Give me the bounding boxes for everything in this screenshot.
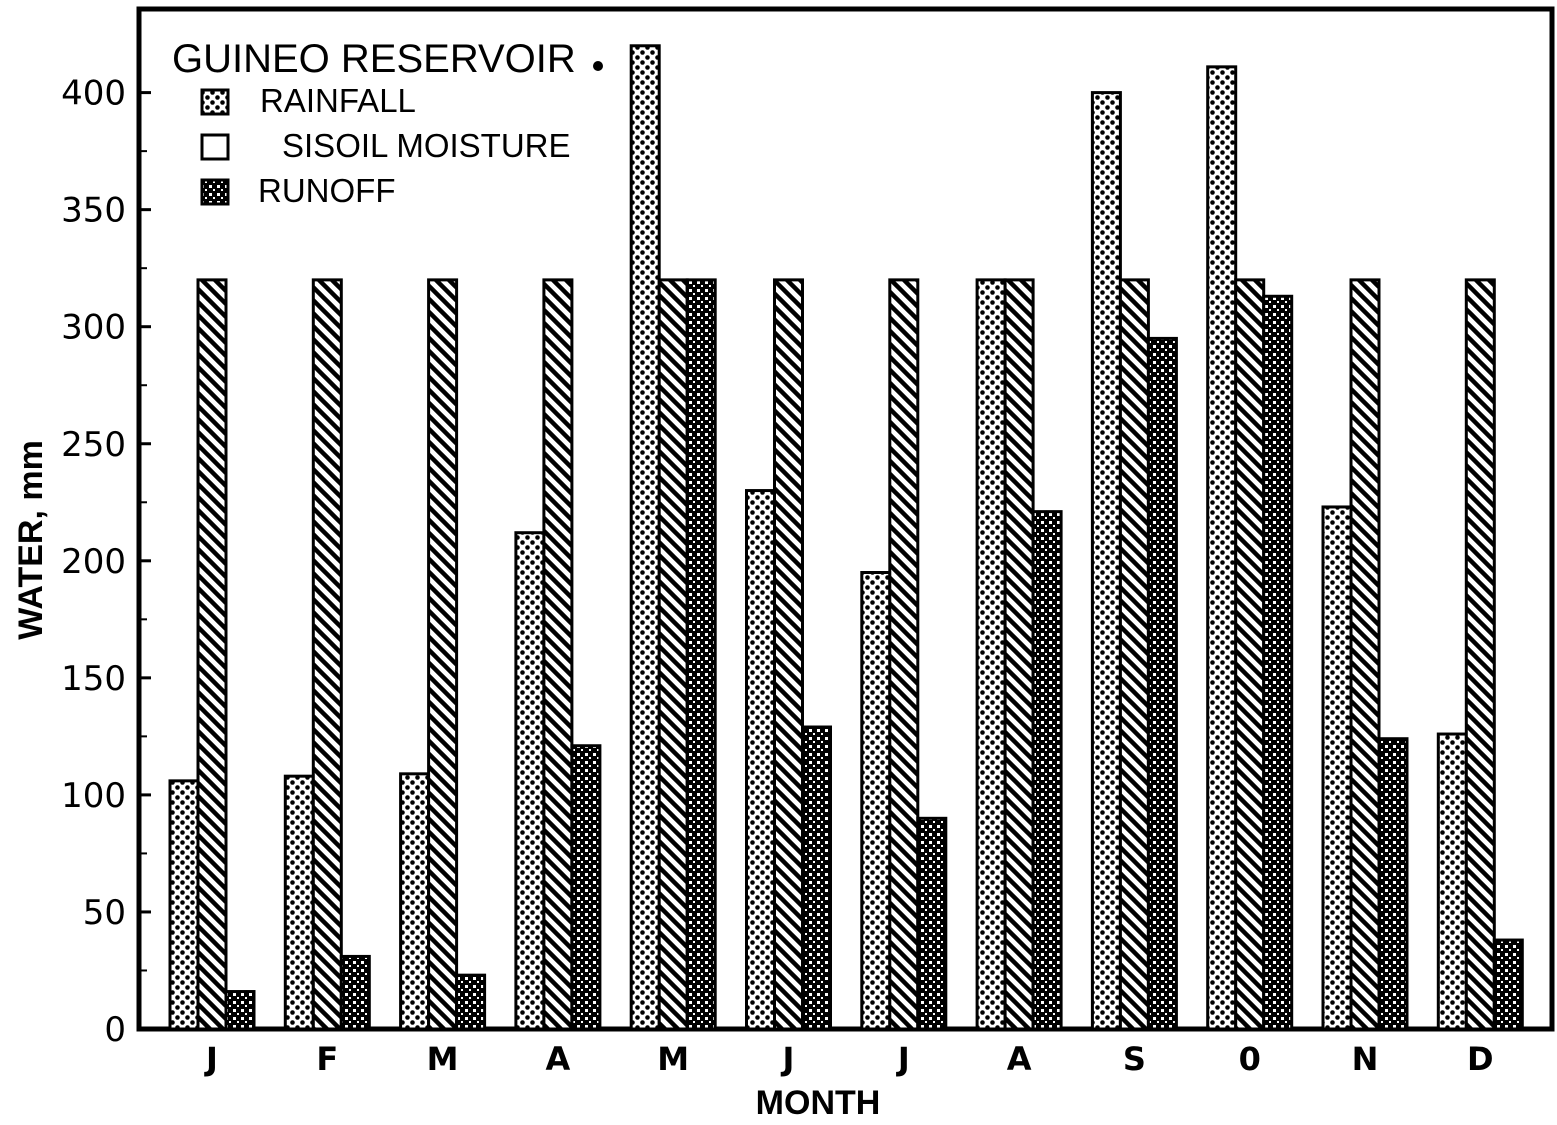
y-tick-label: 300 bbox=[61, 308, 126, 348]
x-tick-label: A bbox=[546, 1040, 571, 1078]
x-tick-label: F bbox=[316, 1040, 338, 1078]
bar-rainfall bbox=[860, 571, 892, 1031]
bar-soil-moisture bbox=[1118, 278, 1150, 1031]
legend-swatch-soil-moisture bbox=[200, 133, 230, 161]
y-tick-label: 200 bbox=[61, 542, 126, 582]
y-tick-label: 150 bbox=[61, 659, 126, 699]
x-axis-title: MONTH bbox=[756, 1084, 881, 1122]
legend-label-rainfall: RAINFALL bbox=[260, 82, 416, 119]
bar-runoff bbox=[455, 973, 487, 1031]
x-tick-label: M bbox=[657, 1040, 689, 1078]
bar-soil-moisture bbox=[196, 278, 228, 1031]
bar-soil-moisture bbox=[542, 278, 574, 1031]
bar-soil-moisture bbox=[888, 278, 920, 1031]
y-tick-label: 250 bbox=[61, 425, 126, 465]
legend-swatch-rainfall bbox=[200, 88, 230, 116]
plot-frame bbox=[136, 6, 1555, 1032]
bar-runoff bbox=[1262, 294, 1294, 1031]
chart-title: GUINEO RESERVOIR bbox=[172, 37, 576, 81]
bar-rainfall bbox=[283, 774, 315, 1031]
bar-runoff bbox=[685, 278, 717, 1031]
bar-runoff bbox=[1031, 510, 1063, 1031]
y-tick-label: 0 bbox=[104, 1010, 126, 1050]
bar-rainfall bbox=[1321, 505, 1353, 1031]
y-tick-label: 100 bbox=[61, 776, 126, 816]
bar-runoff bbox=[1146, 336, 1178, 1031]
bar-soil-moisture bbox=[1349, 278, 1381, 1031]
bar-runoff bbox=[570, 744, 602, 1031]
bar-rainfall bbox=[1206, 65, 1238, 1031]
y-tick-label: 400 bbox=[61, 74, 126, 114]
bar-runoff bbox=[1377, 737, 1409, 1031]
legend: RAINFALL SISOIL MOISTURE RUNOFF bbox=[200, 82, 571, 209]
bar-runoff bbox=[1492, 938, 1524, 1031]
bar-rainfall bbox=[1436, 732, 1468, 1031]
y-tick-label: 50 bbox=[83, 893, 126, 933]
bar-rainfall bbox=[975, 278, 1007, 1031]
bar-rainfall bbox=[514, 531, 546, 1031]
legend-label-soil-moisture: SISOIL MOISTURE bbox=[282, 127, 571, 164]
bar-rainfall bbox=[1090, 91, 1122, 1031]
x-tick-label: J bbox=[204, 1040, 218, 1078]
y-tick-label: 350 bbox=[61, 191, 126, 231]
y-axis: 0 50 100 150 200 250 300 350 400 bbox=[61, 74, 151, 1050]
x-tick-label: 0 bbox=[1239, 1040, 1261, 1078]
y-axis-title: WATER, mm bbox=[12, 440, 50, 640]
x-tick-label: S bbox=[1123, 1040, 1146, 1078]
bar-soil-moisture bbox=[427, 278, 459, 1031]
bar-runoff bbox=[224, 990, 256, 1031]
x-tick-label: A bbox=[1007, 1040, 1032, 1078]
x-tick-label: J bbox=[781, 1040, 795, 1078]
bar-runoff bbox=[801, 725, 832, 1031]
bar-rainfall bbox=[745, 489, 776, 1031]
legend-label-runoff: RUNOFF bbox=[258, 172, 395, 209]
bars bbox=[168, 44, 1524, 1031]
bar-rainfall bbox=[399, 772, 431, 1031]
legend-swatch-runoff bbox=[200, 178, 230, 206]
x-tick-label: N bbox=[1352, 1040, 1379, 1078]
bar-soil-moisture bbox=[1003, 278, 1035, 1031]
bar-rainfall bbox=[629, 44, 661, 1031]
bar-soil-moisture bbox=[657, 278, 689, 1031]
bar-soil-moisture bbox=[1464, 278, 1496, 1031]
x-tick-label: M bbox=[427, 1040, 459, 1078]
bar-soil-moisture bbox=[1234, 278, 1266, 1031]
bar-runoff bbox=[339, 954, 371, 1031]
bar-runoff bbox=[916, 816, 948, 1031]
title-bullet bbox=[593, 61, 603, 71]
bar-soil-moisture bbox=[773, 278, 804, 1031]
x-tick-label: D bbox=[1467, 1040, 1494, 1078]
x-axis: J F M A M J J A S 0 N D bbox=[204, 1040, 1494, 1078]
bar-soil-moisture bbox=[311, 278, 343, 1031]
bar-rainfall bbox=[168, 779, 200, 1031]
x-tick-label: J bbox=[896, 1040, 910, 1078]
